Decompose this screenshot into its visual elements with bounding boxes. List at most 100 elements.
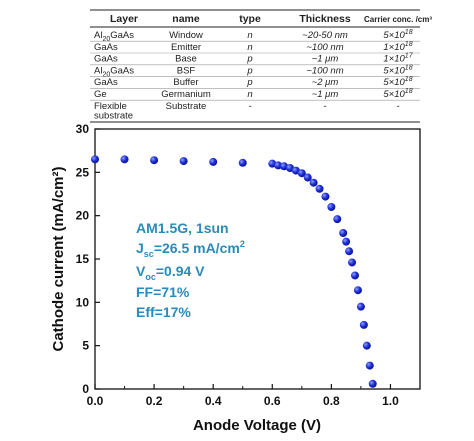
data-point xyxy=(297,169,306,178)
table-cell-thickness: ~100 nm xyxy=(306,65,343,76)
table-cell-conc: 1×1018 xyxy=(383,41,412,53)
table-cell-conc-exp: 18 xyxy=(405,64,413,71)
table-cell-type: p xyxy=(246,77,252,88)
table-cell-conc-base: 5×10 xyxy=(383,77,405,88)
data-point xyxy=(150,156,159,165)
table-cell-name: Emitter xyxy=(171,42,201,53)
data-point xyxy=(238,158,247,167)
table-cell-name: Window xyxy=(169,30,203,41)
x-tick-label: 0.8 xyxy=(323,394,340,408)
data-point xyxy=(356,302,365,311)
performance-annotation: AM1.5G, 1sun Jsc=26.5 mA/cm2 Voc=0.94 V … xyxy=(136,220,245,320)
table-cell-name: Substrate xyxy=(166,101,207,112)
table-cell-layer: Al20GaAs xyxy=(94,30,134,43)
table-cell-conc-base: 1×10 xyxy=(383,42,405,53)
plot-area: 0.0 0.2 0.4 0.6 0.8 1.0 0 5 10 15 20 25 30 xyxy=(76,122,421,408)
data-point xyxy=(345,247,354,256)
data-point xyxy=(91,155,99,164)
data-point xyxy=(351,271,359,280)
data-point xyxy=(353,286,362,295)
table-cell-conc-exp: 18 xyxy=(405,76,413,83)
table-cell-type: p xyxy=(246,65,252,76)
annotation-voc: Voc=0.94 V xyxy=(136,263,205,282)
table-cell-layer-sub: 20 xyxy=(102,71,110,78)
table-header-type: type xyxy=(239,13,261,25)
x-tick-label: 1.0 xyxy=(382,394,399,408)
annotation-voc-rest: =0.94 V xyxy=(156,263,205,279)
table-header-layer: Layer xyxy=(110,13,138,25)
table-cell-conc: - xyxy=(396,101,399,112)
data-point xyxy=(368,379,377,388)
table-header-name: name xyxy=(172,13,200,25)
table-row: Al20GaAs Window n ~20-50 nm 5×1018 xyxy=(90,29,420,43)
x-tick-label: 0.0 xyxy=(87,394,104,408)
annotation-ff: FF=71% xyxy=(136,284,190,300)
table-cell-name: BSF xyxy=(177,65,196,76)
table-cell-layer: Ge xyxy=(94,89,107,100)
y-axis-title: Cathode current (mA/cm²) xyxy=(50,166,67,351)
annotation-voc-sub: oc xyxy=(145,272,156,282)
y-axis-ticks: 0 5 10 15 20 25 30 xyxy=(76,122,100,396)
x-axis-title: Anode Voltage (V) xyxy=(193,417,321,434)
table-cell-conc-base: 1×10 xyxy=(383,54,405,65)
table-cell-conc-exp: 17 xyxy=(405,53,414,60)
data-point xyxy=(321,192,330,201)
table-cell-type: p xyxy=(246,54,252,65)
data-point xyxy=(365,361,374,370)
annotation-jsc-sub: sc xyxy=(144,249,154,259)
table-cell-type: - xyxy=(248,101,251,112)
data-point xyxy=(339,229,348,237)
y-tick-label: 25 xyxy=(76,165,90,179)
table-cell-conc: 5×1018 xyxy=(383,29,412,41)
table-cell-name: Buffer xyxy=(173,77,198,88)
data-point xyxy=(309,178,318,187)
table-cell-conc-base: 5×10 xyxy=(383,30,405,41)
table-cell-thickness: ~100 nm xyxy=(306,42,343,53)
table-cell-layer: substrate xyxy=(94,110,133,121)
annotation-jsc-rest: =26.5 mA/cm xyxy=(154,240,240,256)
table-cell-thickness: - xyxy=(323,101,326,112)
annotation-eff: Eff=17% xyxy=(136,304,191,320)
table-cell-conc-base: 5×10 xyxy=(383,65,405,76)
x-tick-label: 0.2 xyxy=(146,394,163,408)
data-point xyxy=(348,258,357,267)
table-row: GaAs Buffer p ~2 μm 5×1018 xyxy=(90,76,420,89)
data-point xyxy=(274,161,283,170)
table-cell-thickness: ~20-50 nm xyxy=(302,30,348,41)
table-row: GaAs Base p ~1 μm 1×1017 xyxy=(90,53,420,66)
data-point xyxy=(303,173,312,182)
table-row: Ge Germanium n ~1 μm 5×1018 xyxy=(90,88,420,101)
table-cell-thickness: ~2 μm xyxy=(312,77,339,88)
data-point xyxy=(179,157,188,166)
data-point xyxy=(333,215,342,224)
y-tick-label: 5 xyxy=(82,339,89,353)
y-tick-label: 20 xyxy=(76,209,90,223)
data-point xyxy=(315,184,324,193)
data-point xyxy=(209,157,218,166)
table-cell-thickness: ~1 μm xyxy=(312,54,339,65)
y-tick-label: 30 xyxy=(76,122,90,136)
annotation-voc-main: V xyxy=(136,263,146,279)
table-header-thickness: Thickness xyxy=(299,13,351,25)
table-header-conc: Carrier conc. /cm³ xyxy=(364,15,432,24)
x-axis-ticks: 0.0 0.2 0.4 0.6 0.8 1.0 xyxy=(87,384,421,408)
x-tick-label: 0.6 xyxy=(264,394,281,408)
table-cell-layer: GaAs xyxy=(94,42,118,53)
table-cell-conc-exp: 18 xyxy=(405,29,413,36)
annotation-illumination: AM1.5G, 1sun xyxy=(136,220,229,236)
table-cell-layer-part: GaAs xyxy=(110,65,134,76)
annotation-jsc: Jsc=26.5 mA/cm2 xyxy=(136,239,245,259)
table-cell-conc-exp: 18 xyxy=(405,88,413,95)
table-cell-conc: 5×1018 xyxy=(383,64,412,76)
data-point xyxy=(359,320,368,329)
plot-frame xyxy=(94,128,421,390)
data-points xyxy=(91,155,377,388)
table-cell-type: n xyxy=(247,30,252,41)
data-point xyxy=(327,203,336,211)
table-cell-conc-exp: 18 xyxy=(405,41,413,48)
table-cell-layer-part: Al xyxy=(94,30,102,41)
table-cell-layer: Flexible xyxy=(94,101,127,112)
table-cell-conc: 5×1018 xyxy=(383,76,412,88)
